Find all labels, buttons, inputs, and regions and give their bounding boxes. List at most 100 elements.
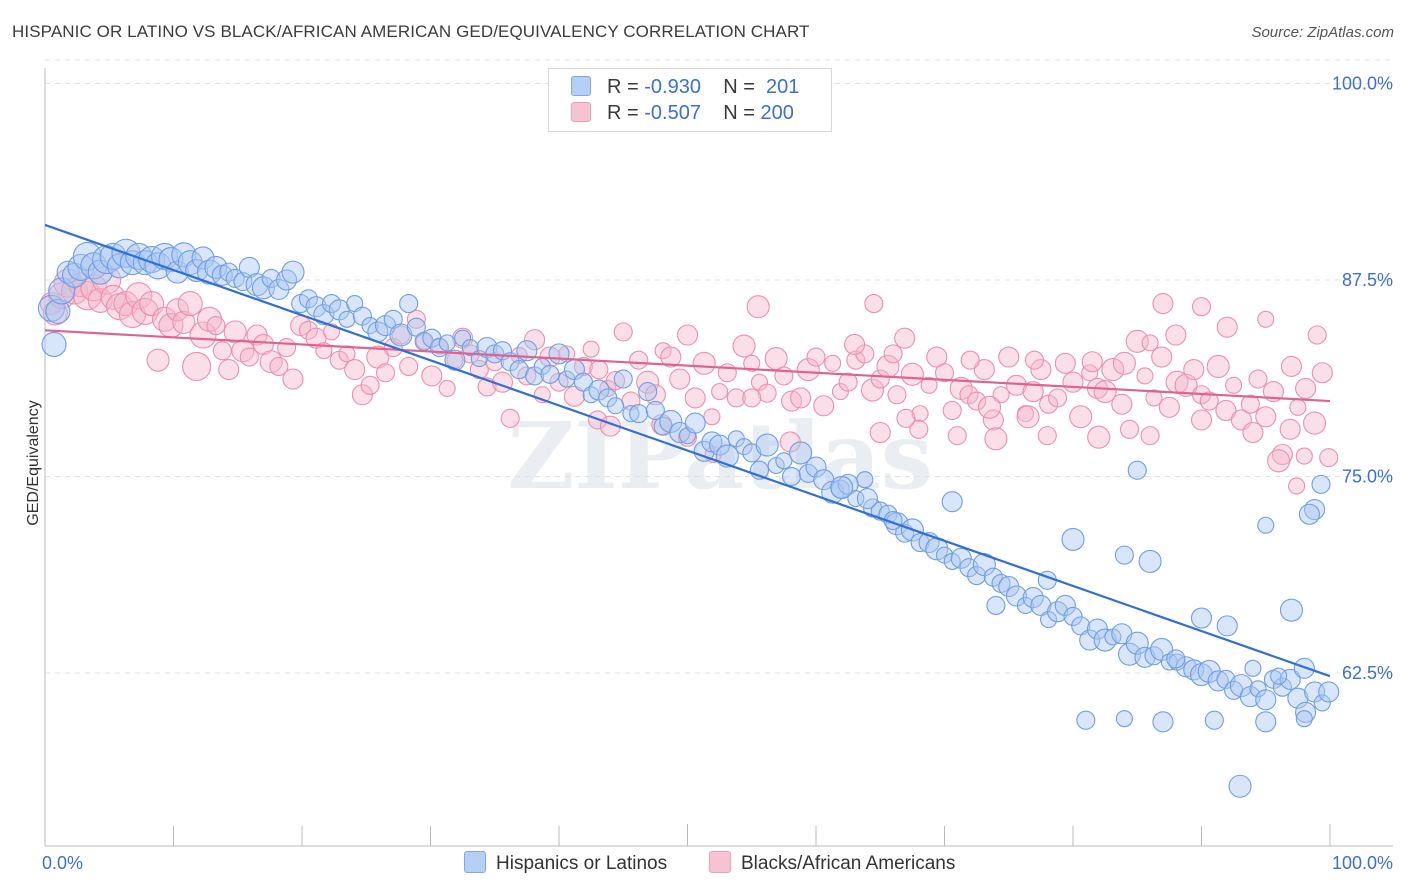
pink-point — [934, 363, 955, 383]
pink-point — [1311, 362, 1333, 384]
pink-point — [806, 347, 826, 367]
blue-point — [251, 276, 276, 300]
pink-point — [1069, 405, 1093, 429]
blue-point — [1216, 615, 1238, 637]
pink-point — [360, 375, 380, 395]
pink-point — [351, 384, 373, 406]
blue-point — [1040, 611, 1058, 629]
pink-point — [605, 371, 626, 391]
bottom-legend-swatch-pink — [709, 851, 731, 873]
y-tick-label: 62.5% — [1342, 663, 1393, 683]
trend-lines — [44, 223, 1331, 678]
pink-point — [1048, 388, 1068, 408]
blue-point — [678, 427, 697, 445]
blue-point — [684, 412, 706, 434]
blue-point — [622, 405, 640, 423]
blue-point — [438, 334, 456, 352]
blue-point — [856, 487, 878, 510]
blue-point — [1257, 516, 1275, 534]
pink-point — [1257, 310, 1275, 328]
pink-point — [239, 347, 259, 367]
pink-point — [973, 359, 995, 381]
pink-point — [1081, 351, 1103, 373]
pink-point — [165, 298, 189, 322]
pink-point — [1307, 325, 1327, 345]
blue-point — [1005, 585, 1028, 607]
pink-point — [864, 294, 884, 314]
pink-point — [42, 300, 68, 326]
blue-point — [1311, 474, 1331, 494]
legend-n-value: 201 — [766, 76, 800, 98]
pink-point — [959, 385, 979, 405]
pink-point — [1289, 398, 1307, 416]
correlation-legend: R = -0.930 N = 201 R = -0.507 N = 200 — [548, 68, 832, 132]
pink-point — [269, 356, 289, 377]
blue-point — [1279, 598, 1303, 622]
pink-point — [1295, 377, 1317, 400]
pink-point — [524, 329, 546, 351]
pink-trend-line — [44, 329, 1331, 403]
pink-point — [947, 426, 967, 446]
pink-point — [1183, 359, 1205, 381]
pink-point — [1152, 293, 1174, 315]
pink-point — [998, 346, 1020, 368]
blue-point — [444, 349, 466, 371]
blue-point — [1279, 668, 1301, 690]
pink-point — [344, 359, 366, 381]
pink-point — [1248, 369, 1268, 389]
blue-point — [847, 489, 865, 508]
bottom-legend-hispanic: Hispanics or Latinos — [464, 851, 667, 875]
pink-point — [282, 368, 304, 390]
blue-point — [830, 475, 854, 500]
pink-point — [1037, 426, 1057, 446]
blue-point — [540, 364, 560, 384]
legend-r-label: R = — [607, 102, 645, 124]
blue-point — [383, 309, 403, 329]
blue-points — [37, 238, 1340, 798]
pink-point — [1165, 324, 1187, 346]
legend-n-label: N = — [723, 102, 761, 124]
blue-point — [1079, 629, 1101, 651]
bottom-legend-black: Blacks/African Americans — [709, 851, 955, 875]
pink-point — [911, 405, 929, 423]
y-axis-label: GED/Equivalency — [25, 400, 42, 525]
blue-point — [1318, 681, 1340, 703]
blue-point — [941, 491, 963, 513]
bottom-legend-swatch-blue — [464, 851, 486, 873]
legend-row-black: R = -0.507 N = 200 — [571, 102, 794, 126]
blue-point — [1270, 667, 1288, 685]
blue-point — [1166, 649, 1186, 669]
pink-point — [206, 316, 226, 336]
blue-point — [1229, 674, 1253, 698]
blue-point — [41, 331, 67, 357]
pink-point — [1030, 359, 1052, 381]
blue-point — [158, 246, 184, 273]
pink-point — [182, 351, 212, 382]
legend-r-value: -0.930 — [644, 76, 701, 98]
pink-point — [1112, 351, 1136, 375]
pink-point — [746, 295, 770, 319]
pink-point — [1240, 394, 1260, 414]
blue-point — [1244, 659, 1262, 677]
pink-point — [375, 363, 396, 383]
x-tick-label-right: 100.0% — [1332, 853, 1393, 873]
blue-point — [1255, 711, 1277, 733]
pink-point — [750, 373, 769, 391]
blue-point — [645, 400, 665, 421]
blue-point — [338, 310, 356, 328]
blue-point — [1228, 774, 1252, 798]
blue-point — [191, 246, 215, 270]
blue-point — [629, 404, 649, 424]
blue-point — [1204, 710, 1224, 730]
pink-point — [732, 334, 756, 358]
blue-point — [1076, 710, 1096, 730]
pink-point — [1024, 350, 1044, 370]
pink-point — [1216, 316, 1238, 338]
pink-point — [824, 354, 842, 372]
pink-point — [669, 368, 691, 390]
blue-point — [755, 433, 779, 457]
pink-point — [1199, 391, 1219, 411]
blue-point — [1295, 701, 1317, 723]
pink-point — [1136, 367, 1154, 385]
watermark: ZIPatlas — [507, 402, 932, 510]
